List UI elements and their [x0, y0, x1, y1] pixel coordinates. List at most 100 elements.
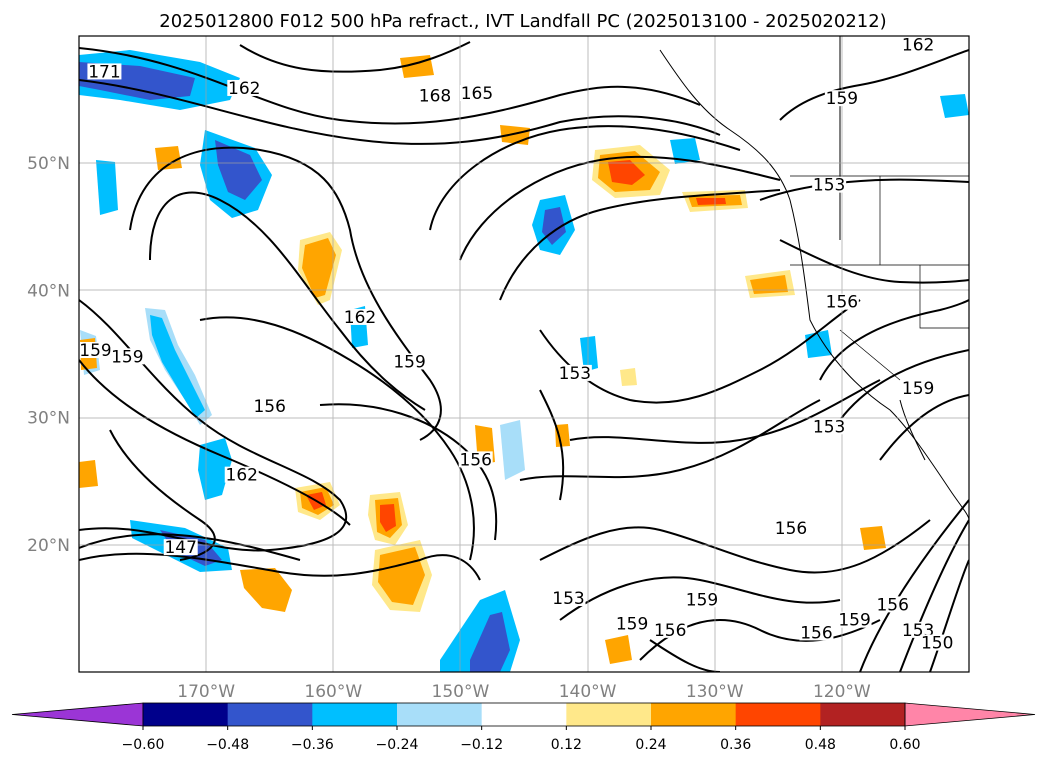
contour-label-background [557, 364, 592, 381]
contour-line [429, 125, 741, 231]
contour-label-background [875, 596, 910, 613]
shade-region [150, 315, 205, 418]
contour-label-background [685, 591, 719, 608]
contour-label: 159 [111, 347, 143, 367]
contour-line [79, 359, 351, 526]
longitude-label: 130°W [686, 682, 744, 702]
contour-line [199, 316, 475, 561]
latitude-label: 30°N [27, 409, 70, 429]
gridlines [79, 36, 969, 672]
shade-region [79, 460, 98, 488]
contour-label: 159 [393, 352, 425, 372]
border-line [790, 176, 969, 266]
shade-region [860, 526, 886, 550]
contour-label: 153 [813, 176, 845, 196]
contour-label: 171 [88, 62, 120, 82]
contour-label-background [812, 418, 847, 435]
contour-line [499, 189, 781, 301]
latitude-labels: 50°N 40°N 30°N 20°N [27, 154, 70, 556]
shade-region [302, 238, 336, 298]
colorbar-segment [227, 703, 313, 726]
contour-label-background [837, 611, 872, 628]
shade-region [805, 330, 832, 358]
longitude-label: 140°W [559, 682, 617, 702]
contour-label-background [458, 451, 493, 468]
shade-region [500, 420, 525, 480]
shade-region [605, 635, 632, 664]
border-line [839, 329, 901, 381]
colorbar-tick-label: −0.36 [291, 737, 334, 753]
contour-lines [79, 41, 969, 672]
longitude-labels: 170°W 160°W 150°W 140°W 130°W 120°W [177, 682, 871, 702]
colorbar: −0.60 −0.48 −0.36 −0.24 −0.12 0.12 0.24 0.36 0.4… [11, 702, 1036, 753]
longitude-label: 160°W [304, 682, 362, 702]
contour-label: 150 [921, 634, 953, 654]
contour-label-background [79, 342, 113, 358]
contour-label-background [87, 63, 122, 80]
latitude-label: 50°N [27, 154, 70, 174]
colorbar-segment [312, 703, 398, 726]
colorbar-segment [143, 703, 229, 726]
colorbar-segment [651, 703, 737, 726]
shade-region [940, 94, 969, 118]
shade-region [470, 612, 510, 672]
shade-region [555, 424, 570, 447]
contour-line [79, 552, 481, 581]
contour-line [559, 576, 841, 621]
contour-line [859, 499, 969, 672]
contour-label-background [110, 348, 145, 365]
contour-label-background [901, 380, 936, 397]
contour-label-background [774, 520, 808, 537]
contour-line [109, 429, 216, 561]
map-title: 2025012800 F012 500 hPa refract., IVT La… [159, 11, 886, 32]
contour-label: 159 [902, 379, 934, 399]
contour-line [539, 519, 931, 574]
shade-region [750, 275, 788, 294]
shade-region [608, 160, 645, 185]
colorbar-tick-label: −0.24 [376, 737, 419, 753]
contour-line [149, 191, 426, 411]
contour-line [569, 379, 881, 444]
colorbar-extend-low [11, 702, 144, 727]
contour-label: 153 [559, 364, 591, 384]
coastline [659, 36, 969, 521]
contour-label-background [163, 539, 198, 556]
contour-line [839, 349, 969, 421]
contour-line [779, 239, 969, 284]
border-line [919, 265, 969, 329]
shade-region [215, 140, 262, 200]
contour-line [79, 79, 721, 145]
contour-line [79, 533, 301, 561]
contour-label-background [824, 293, 859, 310]
contour-label: 156 [826, 293, 858, 313]
colorbar-extend-high [904, 702, 1036, 727]
latitude-label: 20°N [27, 536, 70, 556]
contour-label: 156 [654, 621, 686, 641]
contour-label: 153 [552, 589, 584, 609]
contour-label-background [342, 308, 377, 325]
contour-label: 162 [226, 466, 258, 486]
contour-label: 159 [79, 341, 111, 361]
contour-line [459, 155, 781, 261]
contour-label-background [224, 466, 259, 483]
contour-line [519, 399, 821, 481]
contour-label-background [252, 397, 287, 414]
contour-label: 162 [228, 79, 260, 99]
contour-line [79, 47, 701, 125]
longitude-label: 150°W [432, 682, 490, 702]
contour-label-background [418, 87, 452, 104]
contour-label: 156 [253, 397, 285, 417]
contour-label-background [920, 634, 955, 651]
contour-label: 156 [876, 595, 908, 615]
contour-label-background [799, 624, 834, 641]
shade-region [696, 198, 726, 205]
contour-label: 156 [775, 519, 807, 539]
contour-label: 159 [826, 89, 858, 109]
contour-label: 147 [164, 538, 196, 558]
colorbar-segment [397, 703, 483, 726]
colorbar-tick-label: 0.36 [720, 737, 751, 753]
latitude-label: 40°N [27, 281, 70, 301]
contour-label-background [653, 621, 688, 638]
